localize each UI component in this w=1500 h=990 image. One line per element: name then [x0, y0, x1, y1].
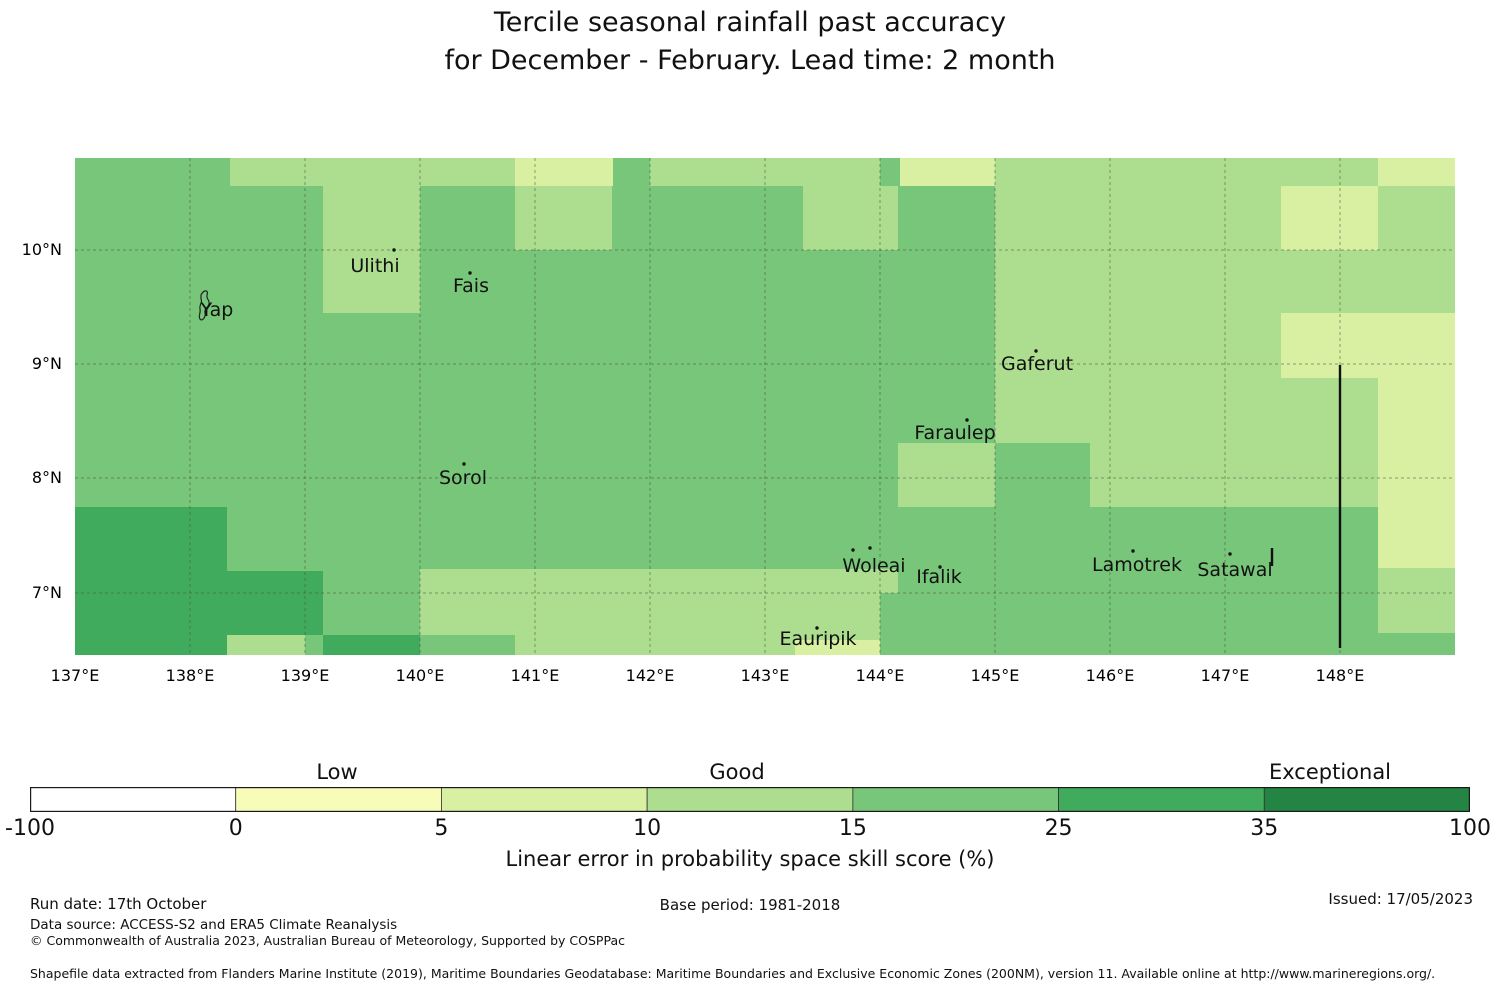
map-cell — [803, 186, 898, 250]
place-label: Ulithi — [350, 255, 399, 277]
y-tick-label: 10°N — [21, 240, 62, 259]
colorbar-category-label: Low — [316, 760, 358, 784]
colorbar-outline — [30, 787, 1470, 812]
x-tick-label: 137°E — [50, 666, 100, 685]
footer-copyright: © Commonwealth of Australia 2023, Austra… — [30, 933, 625, 948]
x-tick-label: 140°E — [395, 666, 445, 685]
map-cell — [515, 186, 612, 250]
map-cell — [995, 313, 1281, 365]
place-label: Ifalik — [916, 566, 962, 588]
x-tick-label: 139°E — [280, 666, 330, 685]
map-cell — [230, 158, 515, 186]
y-tick-label: 7°N — [31, 583, 62, 602]
footer-base-period: Base period: 1981-2018 — [659, 896, 841, 914]
place-label: Fais — [453, 275, 489, 297]
map-cell — [420, 635, 515, 655]
colorbar-segment — [1263, 787, 1470, 812]
chart-title-line2: for December - February. Lead time: 2 mo… — [444, 45, 1056, 76]
place-label: Gaferut — [1001, 353, 1073, 375]
map-cell — [900, 158, 995, 186]
footer-run-date: Run date: 17th October — [30, 895, 207, 913]
x-tick-label: 148°E — [1315, 666, 1365, 685]
map-cell — [420, 569, 898, 593]
map-cell — [1281, 313, 1455, 378]
map-cell — [795, 640, 880, 655]
x-tick-label: 147°E — [1200, 666, 1250, 685]
colorbar-category-label: Exceptional — [1268, 760, 1392, 784]
map-cell — [995, 186, 1281, 250]
colorbar-category-label: Good — [709, 760, 765, 784]
place-label: Faraulep — [914, 422, 995, 444]
x-tick-label: 143°E — [740, 666, 790, 685]
colorbar-segment — [235, 787, 442, 812]
atoll-marker-dot — [868, 546, 872, 550]
atoll-marker-dot — [938, 565, 942, 569]
map-cell — [75, 507, 227, 655]
map-cell — [227, 571, 323, 635]
x-tick-label: 145°E — [970, 666, 1020, 685]
colorbar-axis-label: Linear error in probability space skill … — [505, 847, 995, 871]
colorbar — [30, 787, 1470, 812]
atoll-marker-dot — [965, 418, 969, 422]
place-label: Woleai — [842, 555, 905, 577]
colorbar-segment — [852, 787, 1059, 812]
chart-title-line1: Tercile seasonal rainfall past accuracy — [493, 7, 1007, 38]
colorbar-segment — [30, 787, 237, 812]
x-tick-label: 142°E — [625, 666, 675, 685]
x-tick-label: 144°E — [855, 666, 905, 685]
map-heatmap: Ulithi Fais Yap Gaferut Faraulep Sorol Woleai I… — [75, 158, 1455, 655]
atoll-marker-dot — [815, 626, 819, 630]
atoll-marker-dot — [851, 548, 855, 552]
colorbar-tick-label: 0 — [228, 816, 243, 841]
map-cell — [1378, 378, 1455, 568]
colorbar-tick-label: 5 — [434, 816, 449, 841]
map-cell — [1090, 443, 1340, 507]
colorbar-segment — [646, 787, 854, 812]
y-tick-label: 9°N — [31, 354, 62, 373]
map-cell — [323, 635, 420, 655]
place-label: Sorol — [439, 467, 487, 489]
y-tick-label: 8°N — [31, 468, 62, 487]
chart-title: Tercile seasonal rainfall past accuracy … — [0, 4, 1500, 80]
yap-island-outline — [198, 290, 210, 321]
atoll-marker-dot — [468, 271, 472, 275]
place-label: Satawal — [1197, 559, 1272, 581]
map-cell — [1281, 186, 1378, 250]
x-tick-label: 138°E — [165, 666, 215, 685]
map-cell — [1378, 158, 1455, 186]
footer-shapefile-note: Shapefile data extracted from Flanders M… — [30, 966, 1436, 981]
atoll-marker-dot — [462, 462, 466, 466]
colorbar-tick-label: 35 — [1250, 816, 1279, 841]
map-cell — [1378, 186, 1455, 250]
map-cell — [1378, 568, 1455, 633]
atoll-marker-dot — [392, 248, 396, 252]
colorbar-tick-label: -100 — [5, 816, 55, 841]
x-tick-label: 146°E — [1085, 666, 1135, 685]
colorbar-segment — [1058, 787, 1265, 812]
map-cell — [898, 443, 995, 507]
place-label: Lamotrek — [1092, 554, 1182, 576]
atoll-marker-dot — [1034, 349, 1038, 353]
map-cell — [995, 158, 1378, 186]
colorbar-tick-label: 15 — [838, 816, 867, 841]
footer-data-source: Data source: ACCESS-S2 and ERA5 Climate … — [30, 917, 398, 933]
place-label: Yap — [200, 299, 234, 321]
x-tick-label: 141°E — [510, 666, 560, 685]
atoll-marker-dot — [1131, 549, 1135, 553]
place-label: Eauripik — [779, 628, 856, 650]
atoll-marker-dot — [1228, 552, 1232, 556]
colorbar-tick-label: 100 — [1449, 816, 1491, 841]
colorbar-segment — [441, 787, 648, 812]
map-cell — [515, 158, 613, 186]
map-cell — [1340, 378, 1378, 507]
colorbar-tick-label: 25 — [1044, 816, 1073, 841]
colorbar-tick-label: 10 — [633, 816, 662, 841]
map-cell — [227, 635, 305, 655]
footer-issued-date: Issued: 17/05/2023 — [1328, 890, 1473, 908]
